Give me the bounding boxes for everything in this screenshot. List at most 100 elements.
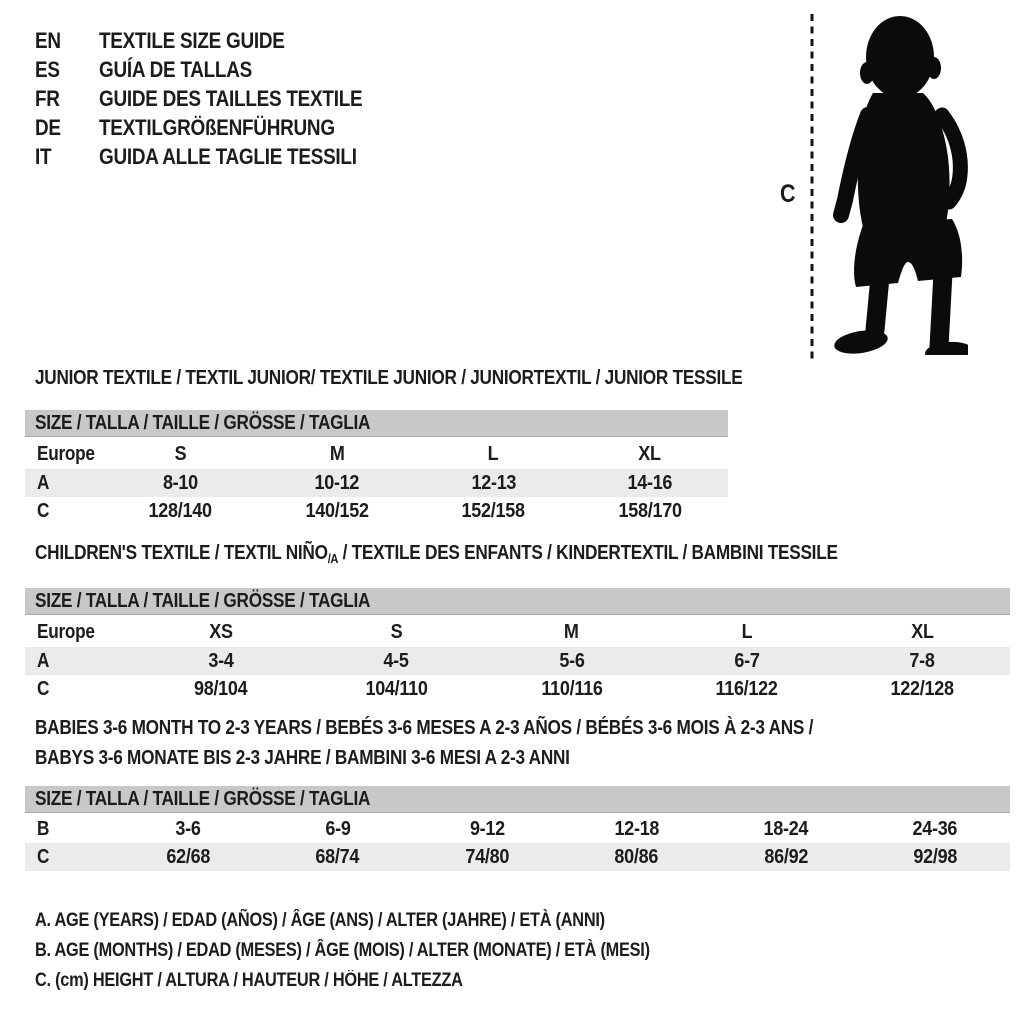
language-title: TEXTILGRÖßENFÜHRUNG (99, 115, 335, 140)
table-row: A 8-10 10-12 12-13 14-16 (25, 469, 728, 497)
size-cell: XL (911, 620, 934, 643)
children-table: Europe XS S M L XL A 3-4 4-5 5-6 6-7 7-8… (25, 617, 1010, 703)
size-header-label: SIZE / TALLA / TAILLE / GRÖSSE / TAGLIA (35, 412, 371, 434)
region-label: Europe (37, 442, 95, 465)
junior-table: Europe S M L XL A 8-10 10-12 12-13 14-16… (25, 439, 728, 525)
size-cell: L (487, 442, 499, 465)
language-title: TEXTILE SIZE GUIDE (99, 28, 285, 53)
value-cell: 10-12 (314, 471, 360, 494)
height-marker-label: C (780, 180, 796, 208)
value-cell: 68/74 (315, 845, 360, 868)
section-heading-junior-text: JUNIOR TEXTILE / TEXTIL JUNIOR/ TEXTILE … (35, 367, 743, 389)
value-cell: 6-9 (325, 817, 351, 840)
size-header-bar: SIZE / TALLA / TAILLE / GRÖSSE / TAGLIA (25, 588, 1010, 615)
section-heading-junior: JUNIOR TEXTILE / TEXTIL JUNIOR/ TEXTILE … (35, 367, 858, 390)
language-list: EN TEXTILE SIZE GUIDE ES GUÍA DE TALLAS … (35, 26, 405, 171)
value-cell: 86/92 (764, 845, 808, 868)
value-cell: 116/122 (715, 677, 779, 700)
height-dashed-line (810, 14, 814, 360)
region-label: Europe (37, 620, 95, 643)
size-header-label: SIZE / TALLA / TAILLE / GRÖSSE / TAGLIA (35, 590, 371, 612)
value-cell: 7-8 (909, 649, 935, 672)
size-header-bar: SIZE / TALLA / TAILLE / GRÖSSE / TAGLIA (25, 786, 1010, 813)
size-cell: S (174, 442, 187, 465)
section-heading-children: CHILDREN'S TEXTILE / TEXTIL NIÑO/A / TEX… (35, 542, 968, 566)
row-label-cell: Europe (25, 439, 102, 469)
value-cell: 158/170 (618, 499, 682, 522)
value-cell: 3-4 (208, 649, 234, 672)
table-row: C 62/68 68/74 74/80 80/86 86/92 92/98 (25, 843, 1010, 871)
size-cell: M (329, 442, 345, 465)
size-cell: XS (209, 620, 233, 643)
heading-subscript: /A (327, 551, 339, 566)
value-cell: 110/116 (541, 677, 603, 700)
table-row: Europe S M L XL (25, 439, 728, 469)
row-label-cell: C (37, 499, 50, 522)
size-cell: L (741, 620, 753, 643)
language-code: EN (35, 28, 61, 53)
language-code: ES (35, 57, 60, 82)
value-cell: 152/158 (461, 499, 525, 522)
value-cell: 92/98 (913, 845, 958, 868)
value-cell: 12-18 (614, 817, 659, 840)
value-cell: 24-36 (912, 817, 958, 840)
value-cell: 62/68 (166, 845, 211, 868)
language-title: GUÍA DE TALLAS (99, 57, 252, 82)
section-heading-children-text: CHILDREN'S TEXTILE / TEXTIL NIÑO/A / TEX… (35, 542, 838, 566)
size-cell: M (564, 620, 580, 643)
size-header-label: SIZE / TALLA / TAILLE / GRÖSSE / TAGLIA (35, 788, 371, 810)
language-code: IT (35, 144, 52, 169)
value-cell: 74/80 (465, 845, 509, 868)
size-cell: S (390, 620, 403, 643)
size-header-bar: SIZE / TALLA / TAILLE / GRÖSSE / TAGLIA (25, 410, 728, 437)
value-cell: 12-13 (470, 471, 516, 494)
table-row: B 3-6 6-9 9-12 12-18 18-24 24-36 (25, 815, 1010, 843)
junior-size-table: SIZE / TALLA / TAILLE / GRÖSSE / TAGLIA … (25, 410, 728, 525)
row-label-cell: C (37, 677, 50, 700)
legend-line-c: C. (cm) HEIGHT / ALTURA / HAUTEUR / HÖHE… (35, 970, 463, 991)
table-row: C 98/104 104/110 110/116 116/122 122/128 (25, 675, 1010, 703)
language-title: GUIDA ALLE TAGLIE TESSILI (99, 144, 357, 169)
value-cell: 98/104 (194, 677, 248, 700)
row-label-cell: A (37, 471, 50, 494)
value-cell: 122/128 (890, 677, 954, 700)
value-cell: 5-6 (559, 649, 585, 672)
children-size-table: SIZE / TALLA / TAILLE / GRÖSSE / TAGLIA … (25, 588, 1010, 703)
row-label-cell: Europe (25, 617, 133, 647)
babies-size-table: SIZE / TALLA / TAILLE / GRÖSSE / TAGLIA … (25, 786, 1010, 871)
value-cell: 18-24 (763, 817, 809, 840)
legend-line-a: A. AGE (YEARS) / EDAD (AÑOS) / ÂGE (ANS)… (35, 910, 605, 931)
value-cell: 3-6 (175, 817, 201, 840)
value-cell: 8-10 (163, 471, 199, 494)
table-row: Europe XS S M L XL (25, 617, 1010, 647)
language-title: GUIDE DES TAILLES TEXTILE (99, 86, 363, 111)
language-code: DE (35, 115, 61, 140)
language-row: ES GUÍA DE TALLAS (35, 55, 405, 84)
value-cell: 4-5 (383, 649, 409, 672)
language-row: EN TEXTILE SIZE GUIDE (35, 26, 405, 55)
value-cell: 104/110 (365, 677, 428, 700)
size-cell: XL (638, 442, 662, 465)
language-row: FR GUIDE DES TAILLES TEXTILE (35, 84, 405, 113)
legend-line-b: B. AGE (MONTHS) / EDAD (MESES) / ÂGE (MO… (35, 940, 650, 961)
row-label-cell: B (37, 817, 50, 840)
language-row: DE TEXTILGRÖßENFÜHRUNG (35, 113, 405, 142)
language-code: FR (35, 86, 60, 111)
row-label-cell: C (37, 845, 50, 868)
value-cell: 6-7 (734, 649, 760, 672)
section-heading-babies-line2: BABYS 3-6 MONATE BIS 2-3 JAHRE / BAMBINI… (35, 747, 570, 769)
table-row: C 128/140 140/152 152/158 158/170 (25, 497, 728, 525)
toddler-silhouette-icon (833, 16, 968, 355)
section-heading-babies-line1: BABIES 3-6 MONTH TO 2-3 YEARS / BEBÉS 3-… (35, 717, 814, 739)
babies-table: B 3-6 6-9 9-12 12-18 18-24 24-36 C 62/68… (25, 815, 1010, 871)
table-row: A 3-4 4-5 5-6 6-7 7-8 (25, 647, 1010, 675)
height-marker: C (780, 180, 798, 209)
value-cell: 9-12 (469, 817, 505, 840)
value-cell: 128/140 (148, 499, 213, 522)
value-cell: 140/152 (305, 499, 369, 522)
value-cell: 80/86 (614, 845, 659, 868)
row-label-cell: A (37, 649, 50, 672)
value-cell: 14-16 (627, 471, 673, 494)
language-row: IT GUIDA ALLE TAGLIE TESSILI (35, 142, 405, 171)
